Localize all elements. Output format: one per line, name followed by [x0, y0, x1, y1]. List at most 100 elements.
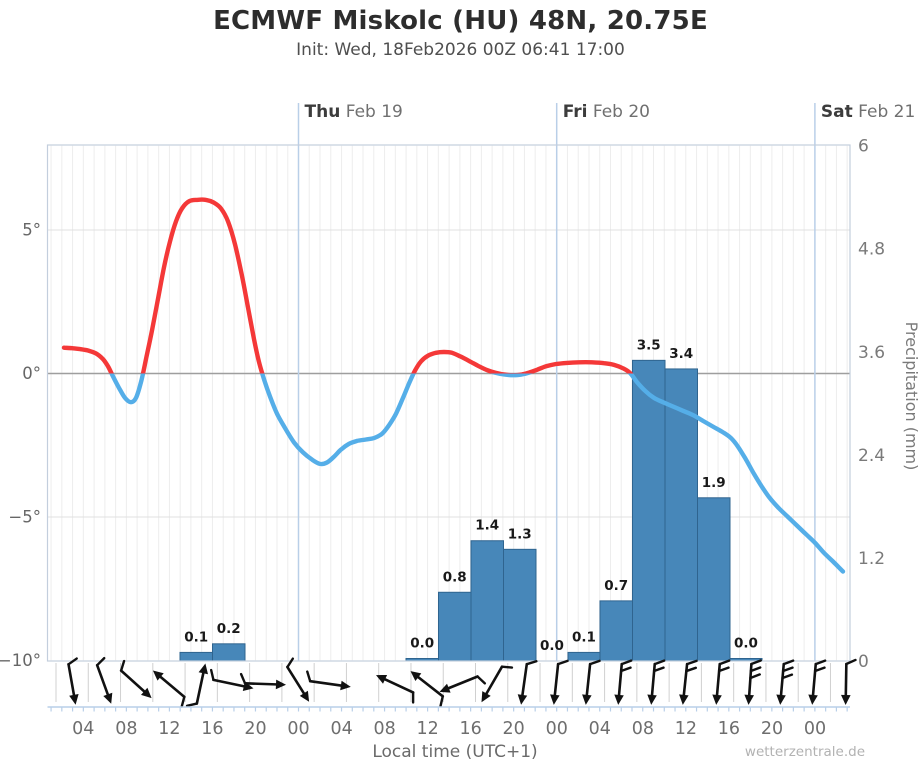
time-tick-label: 08: [115, 719, 137, 739]
wind-arrow: [410, 671, 445, 708]
wind-arrow-barb: [95, 656, 106, 667]
wind-arrow: [95, 656, 113, 704]
precip-bar: [567, 651, 601, 662]
wind-arrow-barb: [67, 657, 78, 666]
x-axis-title: Local time (UTC+1): [372, 742, 538, 762]
page-title: ECMWF Miskolc (HU) 48N, 20.75E: [213, 6, 708, 36]
wind-arrow: [744, 659, 762, 705]
time-tick-label: 16: [718, 719, 740, 739]
wind-arrow-barb: [556, 659, 569, 666]
wind-arrow-shaft: [308, 679, 346, 688]
wind-arrow-barb: [685, 666, 698, 673]
wind-arrow-barb: [814, 659, 827, 666]
wind-arrow-shaft: [67, 663, 76, 700]
wind-arrow: [582, 659, 601, 705]
wind-arrow: [209, 668, 254, 691]
wind-arrow-head: [198, 663, 208, 675]
wind-arrow-barb: [476, 675, 487, 685]
wind-arrow-shaft: [553, 662, 560, 700]
wind-arrow: [439, 675, 487, 693]
wind-arrow-head: [679, 694, 689, 705]
wind-arrow-shaft: [811, 662, 818, 700]
wind-arrow-head: [376, 675, 388, 684]
precip-tick-label: 1.2: [858, 549, 885, 569]
time-tick-label: 20: [244, 719, 266, 739]
wind-arrow-barb: [749, 666, 762, 673]
wind-arrow-head: [647, 694, 657, 705]
time-tick-label: 00: [546, 719, 568, 739]
precip-axis-title: Precipitation (mm): [902, 322, 921, 471]
precip-bar: [470, 540, 504, 662]
wind-arrow: [841, 658, 857, 705]
time-tick-label: 16: [460, 719, 482, 739]
time-tick-label: 04: [589, 719, 611, 739]
day-label-thu: Thu Feb 19: [305, 102, 403, 122]
wind-arrow: [185, 663, 208, 708]
plot-border: [46, 144, 851, 662]
time-tick-label: 00: [287, 719, 309, 739]
wind-arrow: [152, 670, 186, 708]
wind-arrow-head: [141, 687, 152, 699]
wind-arrow: [376, 675, 415, 704]
wind-arrow-head: [410, 671, 422, 681]
precip-value-label: 0.8: [443, 569, 467, 585]
wind-arrow-shaft: [243, 682, 281, 686]
wind-arrow-barb: [525, 660, 538, 666]
precip-value-label: 0.2: [217, 621, 241, 637]
precip-value-label: 1.3: [508, 526, 532, 542]
precip-bar: [212, 643, 246, 662]
wind-arrow: [776, 659, 795, 705]
wind-arrow: [119, 659, 152, 699]
wind-arrow-shaft: [119, 669, 148, 695]
wind-arrow-barb: [781, 666, 794, 673]
wind-arrow-barb: [781, 673, 794, 680]
wind-arrow-head: [550, 694, 560, 705]
temp-tick-label: −5°: [8, 508, 41, 527]
wind-arrow-barb: [813, 666, 826, 673]
precip-bar: [697, 497, 731, 662]
wind-arrow-shaft: [95, 663, 111, 699]
wind-arrow-barb: [306, 670, 312, 683]
wind-arrow-barb: [439, 695, 444, 708]
wind-arrow-barb: [782, 659, 795, 666]
wind-arrow-head: [69, 694, 79, 705]
wind-arrow-shaft: [520, 662, 529, 700]
wind-arrow-shaft: [444, 675, 479, 691]
page-subtitle: Init: Wed, 18Feb2026 00Z 06:41 17:00: [296, 40, 625, 60]
time-tick-label: 12: [416, 719, 438, 739]
wind-arrow: [67, 657, 79, 705]
wind-arrow-head: [152, 670, 164, 681]
wind-arrow-barb: [718, 659, 731, 666]
precip-value-label: 3.5: [637, 337, 661, 353]
wind-arrow-shaft: [747, 662, 753, 700]
wind-arrow-shaft: [715, 662, 722, 700]
precip-value-label: 0.0: [410, 636, 434, 652]
wind-arrow-shaft: [483, 665, 504, 698]
watermark: wetterzentrale.de: [744, 744, 865, 760]
wind-arrow-head: [275, 679, 286, 690]
time-tick-label: 12: [158, 719, 180, 739]
wind-arrow-shaft: [682, 662, 689, 700]
wind-arrow-barb: [845, 658, 857, 666]
wind-arrow-barb: [685, 659, 698, 666]
time-tick-label: 04: [72, 719, 94, 739]
wind-arrow: [517, 660, 538, 705]
wind-arrow: [286, 657, 310, 702]
wind-arrow-barb: [209, 668, 215, 682]
precip-value-label: 0.1: [184, 629, 208, 645]
precip-tick-label: 4.8: [858, 240, 885, 260]
wind-arrow-barb: [652, 666, 665, 673]
precip-value-label: 0.7: [604, 578, 628, 594]
wind-arrow: [481, 665, 514, 703]
wind-arrow-barb: [653, 659, 666, 666]
time-tick-label: 12: [675, 719, 697, 739]
temp-tick-label: −10°: [0, 651, 41, 670]
wind-arrow-head: [776, 694, 786, 705]
precip-value-label: 0.0: [540, 638, 564, 654]
day-label-sat: Sat Feb 21: [821, 102, 915, 122]
day-label-fri: Fri Feb 20: [563, 102, 650, 122]
precip-bar: [632, 359, 666, 662]
precip-bar: [664, 368, 698, 662]
time-tick-label: 20: [503, 719, 525, 739]
